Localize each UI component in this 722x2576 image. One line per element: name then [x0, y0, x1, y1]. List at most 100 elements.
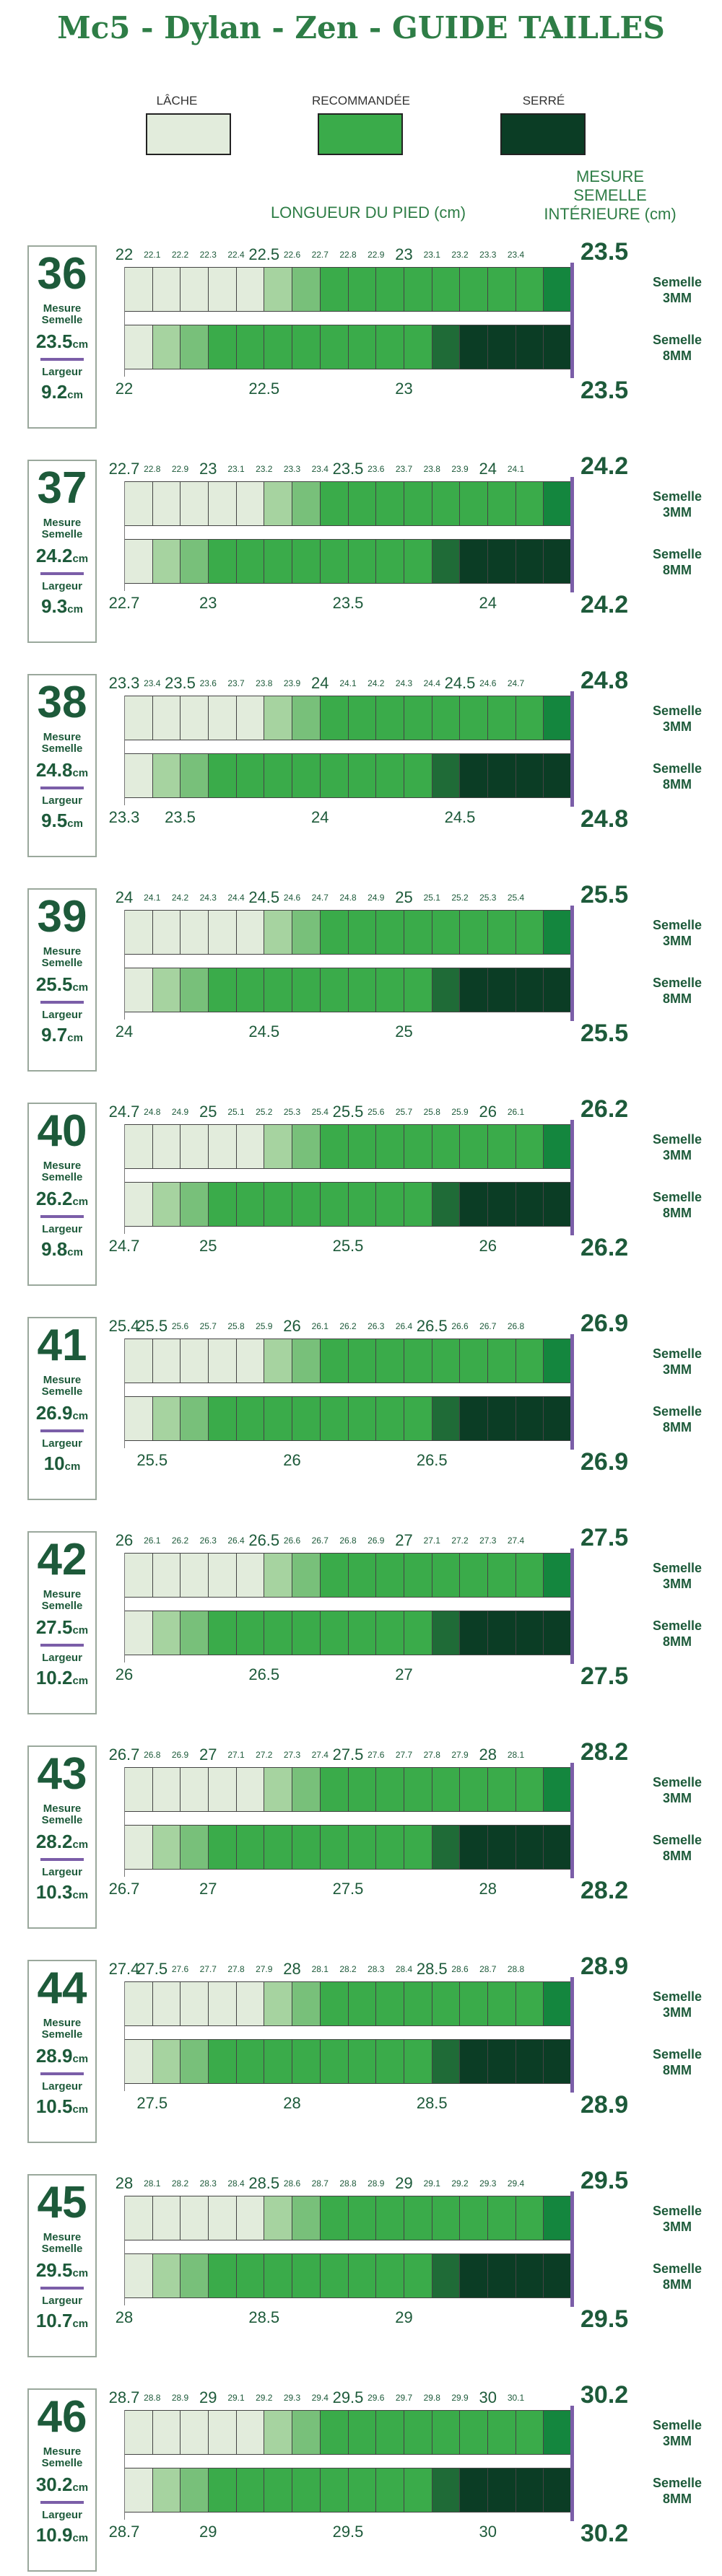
bar-cell — [264, 1125, 293, 1168]
bar-cell — [180, 1826, 209, 1869]
bottom-tick-label: 26 — [283, 1451, 301, 1469]
row-label-line2: 8MM — [663, 777, 692, 792]
bar-cell — [180, 268, 209, 311]
top-minor-tick-label: 22.1 — [144, 250, 161, 260]
bar-cell — [516, 2040, 544, 2083]
bar-cell — [432, 325, 461, 369]
measure-unit: cm — [72, 1839, 89, 1851]
bar-cell — [516, 2196, 544, 2240]
top-minor-tick-label: 23.1 — [227, 464, 245, 474]
top-minor-tick-label: 28.4 — [227, 2178, 245, 2189]
row-label-line1: Semelle — [652, 2418, 703, 2432]
top-minor-tick-label: 23.9 — [451, 464, 469, 474]
measure-value: 27.5cm — [29, 1616, 95, 1639]
size-box: 41 Mesure Semelle 26.9cm Largeur 10cm — [27, 1317, 97, 1500]
bar-cell — [544, 911, 571, 954]
bar-cell — [320, 1339, 349, 1383]
row-label-line1: Semelle — [652, 1190, 703, 1204]
bar-cell — [180, 754, 209, 797]
header-measure-line3: INTÉRIEURE (cm) — [544, 205, 677, 223]
bar-cell — [125, 482, 153, 525]
bar-cell — [432, 1611, 461, 1655]
bar-cell — [320, 2254, 349, 2297]
bar-cell — [320, 1554, 349, 1597]
bottom-tick-label: 25.5 — [332, 1237, 364, 1255]
top-minor-tick-label: 26.2 — [339, 1321, 357, 1331]
width-number: 10.5 — [35, 2095, 73, 2117]
end-marker-line — [570, 1977, 574, 2093]
bar-cell — [152, 1611, 181, 1655]
bar-cell — [404, 2468, 432, 2512]
bar-cell — [264, 268, 293, 311]
box-divider — [40, 787, 84, 789]
bar-cell — [516, 1611, 544, 1655]
bar-cell — [348, 968, 377, 1012]
bar-cell — [376, 2196, 404, 2240]
bar-cell — [432, 1397, 461, 1440]
bar-cell — [460, 1826, 488, 1869]
bar-cell — [487, 2040, 516, 2083]
width-label: Largeur — [42, 1652, 82, 1664]
bar-cell — [460, 2411, 488, 2454]
bar-cell — [516, 482, 544, 525]
row-label-line1: Semelle — [652, 1346, 703, 1361]
bar-3mm — [124, 696, 572, 740]
top-minor-tick-label: 24.8 — [339, 893, 357, 903]
bottom-tick-label: 24 — [311, 808, 329, 826]
bar-cell — [264, 696, 293, 740]
top-major-tick-label: 24.7 — [108, 1103, 140, 1121]
width-value: 10cm — [29, 1453, 95, 1475]
bar-cell — [487, 1554, 516, 1597]
bar-cell — [376, 1183, 404, 1226]
width-label: Largeur — [42, 794, 82, 807]
bottom-tick-label: 28.5 — [416, 2094, 448, 2112]
top-major-tick-label: 27.5 — [136, 1960, 168, 1978]
bottom-tick-label: 28 — [479, 1880, 497, 1898]
box-divider — [40, 2287, 84, 2290]
bar-cell — [376, 1768, 404, 1811]
row-label-line2: 8MM — [663, 1849, 692, 1863]
top-minor-tick-label: 27.1 — [423, 1535, 440, 1546]
bar-cell — [125, 754, 153, 797]
top-minor-tick-label: 28.3 — [199, 2178, 217, 2189]
bar-cell — [516, 268, 544, 311]
bar-cell — [125, 1554, 153, 1597]
row-label-line1: Semelle — [652, 1561, 703, 1575]
row-label-line2: 8MM — [663, 1420, 692, 1434]
bar-cell — [292, 268, 321, 311]
top-minor-tick-label: 29.4 — [311, 2393, 329, 2403]
bar-cell — [544, 1611, 571, 1655]
bar-cell — [516, 1554, 544, 1597]
bar-cell — [348, 482, 377, 525]
row-label-3mm: Semelle 3MM — [634, 2417, 721, 2449]
bar-cell — [544, 1339, 571, 1383]
top-minor-tick-label: 24.1 — [507, 464, 525, 474]
box-divider — [40, 1001, 84, 1004]
bottom-tick-label: 27 — [199, 1880, 217, 1898]
left-guide-line — [124, 1553, 125, 1662]
row-label-3mm: Semelle 3MM — [634, 489, 721, 520]
row-label-8mm: Semelle 8MM — [634, 1403, 721, 1435]
top-minor-tick-label: 22.4 — [227, 250, 245, 260]
bottom-end-value: 24.2 — [580, 591, 629, 618]
width-number: 9.5 — [41, 810, 68, 831]
bar-8mm — [124, 1182, 572, 1227]
size-number: 38 — [37, 678, 87, 727]
top-minor-tick-label: 22.8 — [339, 250, 357, 260]
row-label-line2: 3MM — [663, 291, 692, 305]
top-minor-tick-label: 27.3 — [479, 1535, 497, 1546]
bar-cell — [348, 2468, 377, 2512]
bar-cell — [180, 1554, 209, 1597]
bar-cell — [264, 1183, 293, 1226]
bottom-tick-label: 30 — [479, 2523, 497, 2541]
bar-cell — [516, 1397, 544, 1440]
bar-cell — [487, 2468, 516, 2512]
bar-cell — [152, 482, 181, 525]
top-minor-tick-label: 25.8 — [227, 1321, 245, 1331]
top-end-value: 25.5 — [580, 881, 629, 908]
top-minor-tick-label: 23.6 — [199, 678, 217, 688]
bar-cell — [264, 911, 293, 954]
bar-cell — [320, 2040, 349, 2083]
bar-8mm — [124, 968, 572, 1012]
bar-cell — [487, 268, 516, 311]
